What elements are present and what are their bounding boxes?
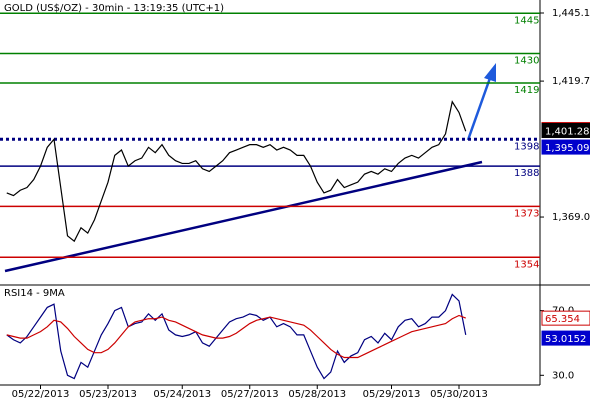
x-tick-label: 05/30/2013 [430,389,488,400]
x-tick-label: 05/28/2013 [288,389,346,400]
series-line [6,293,467,380]
price-box-label: 1,401.28 [545,126,590,137]
level-label: 1354 [514,259,539,270]
rsi-title: RSI14 - 9MA [4,288,65,299]
chart-title: GOLD (US$/OZ) - 30min - 13:19:35 (UTC+1) [4,3,224,14]
x-tick-label: 05/22/2013 [12,389,70,400]
x-tick-label: 05/27/2013 [221,389,279,400]
level-label: 1373 [514,208,539,219]
level-label: 1398 [514,141,539,152]
x-tick-label: 05/29/2013 [363,389,421,400]
x-tick-label: 05/24/2013 [153,389,211,400]
level-label: 1430 [514,55,539,66]
y-tick-label: 1,369.0 [552,212,590,223]
price-box [541,330,590,346]
series-line [6,100,467,243]
y-tick-label: 1,445.1 [552,8,590,19]
y-tick-label: 30.0 [552,370,574,381]
projection-arrow [466,77,492,141]
x-tick-label: 05/23/2013 [79,389,137,400]
level-label: 1388 [514,168,539,179]
price-box [541,122,590,138]
trend-line [4,160,483,273]
level-label: 1445 [514,15,539,26]
level-label: 1419 [514,85,539,96]
series-line [6,314,466,359]
price-box-label: 1,395.09 [545,143,590,154]
price-box-label: 65.354 [545,314,580,325]
price-box-label: 53.0152 [545,334,586,345]
price-box [541,139,590,155]
price-box [541,310,590,326]
arrow-head [484,63,496,82]
y-tick-label: 1,419.7 [552,76,590,87]
